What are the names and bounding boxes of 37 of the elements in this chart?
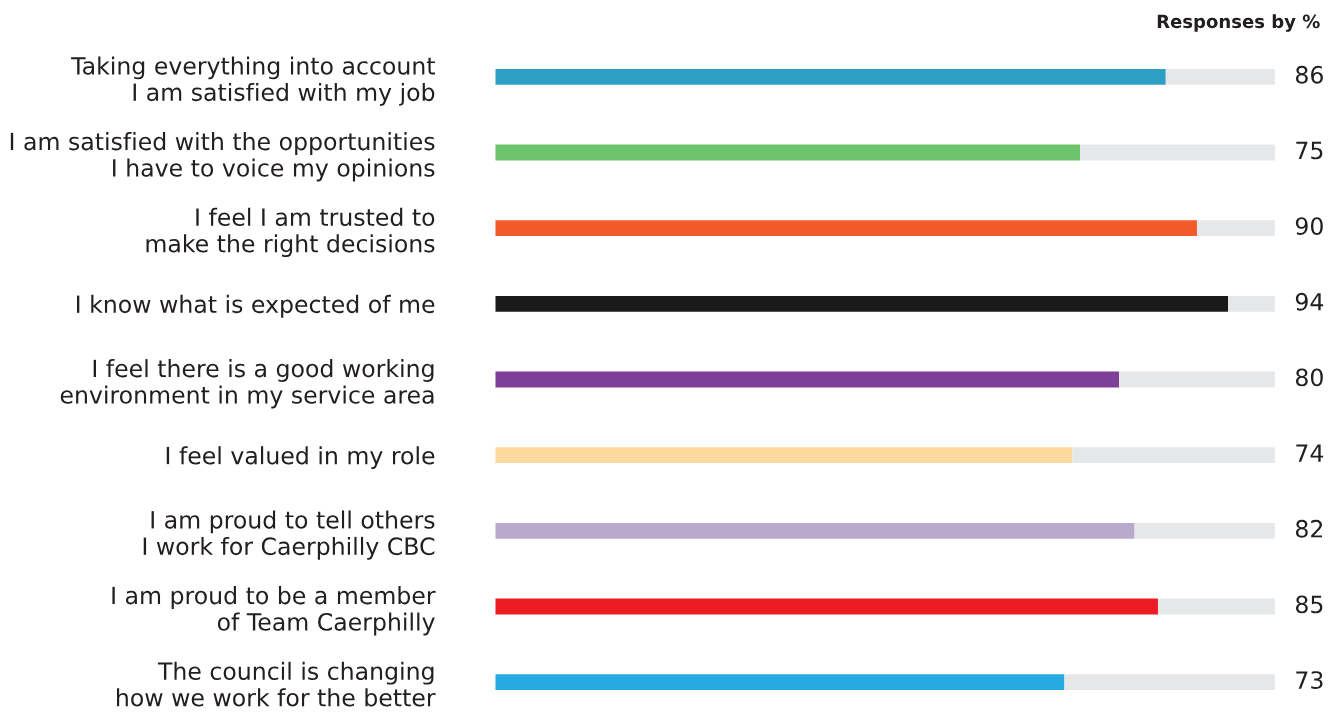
y-tick-label: I am proud to tell others I work for Caerphilly CBC xyxy=(143,510,435,560)
bar xyxy=(1064,674,1275,691)
bar xyxy=(495,598,1158,615)
data-label: 86 xyxy=(1295,65,1323,84)
bar xyxy=(495,295,1229,312)
bar xyxy=(495,371,1119,388)
bar xyxy=(495,674,1065,691)
bar xyxy=(495,447,1073,464)
data-label: 74 xyxy=(1296,444,1324,462)
y-tick-label: I am proud to be a member of Team Caerphilly xyxy=(112,586,436,636)
bar xyxy=(1228,295,1275,312)
data-label: 80 xyxy=(1295,368,1323,387)
y-tick-label: I feel there is a good working environment in my service area xyxy=(60,359,434,409)
data-label: 75 xyxy=(1296,141,1323,160)
bar xyxy=(1157,598,1275,615)
y-tick-label: I know what is expected of me xyxy=(76,294,435,318)
y-tick-label: The council is changing how we work for the better xyxy=(117,661,436,707)
y-tick-label: I feel I am trusted to make the right decisions xyxy=(146,207,435,258)
data-label: 94 xyxy=(1295,292,1324,311)
bar xyxy=(495,144,1081,161)
chart-title: Responses by % xyxy=(1157,14,1320,32)
y-tick-label: I am satisfied with the opportunities I have to voice my opinions xyxy=(10,132,435,182)
bar xyxy=(1119,371,1275,388)
y-tick-label: I feel valued in my role xyxy=(166,446,435,470)
bar xyxy=(495,220,1197,237)
bar xyxy=(495,68,1166,85)
data-label: 73 xyxy=(1296,671,1323,690)
data-label: 82 xyxy=(1295,519,1323,538)
data-label: 90 xyxy=(1295,217,1323,236)
data-label: 85 xyxy=(1295,595,1323,614)
bar xyxy=(1072,447,1275,464)
bar xyxy=(1080,144,1275,161)
bar xyxy=(495,522,1135,539)
bar xyxy=(1134,522,1275,539)
bar xyxy=(1196,220,1275,237)
y-tick-label: Taking everything into account I am satisfied with my job xyxy=(71,56,435,106)
bar xyxy=(1165,68,1275,85)
